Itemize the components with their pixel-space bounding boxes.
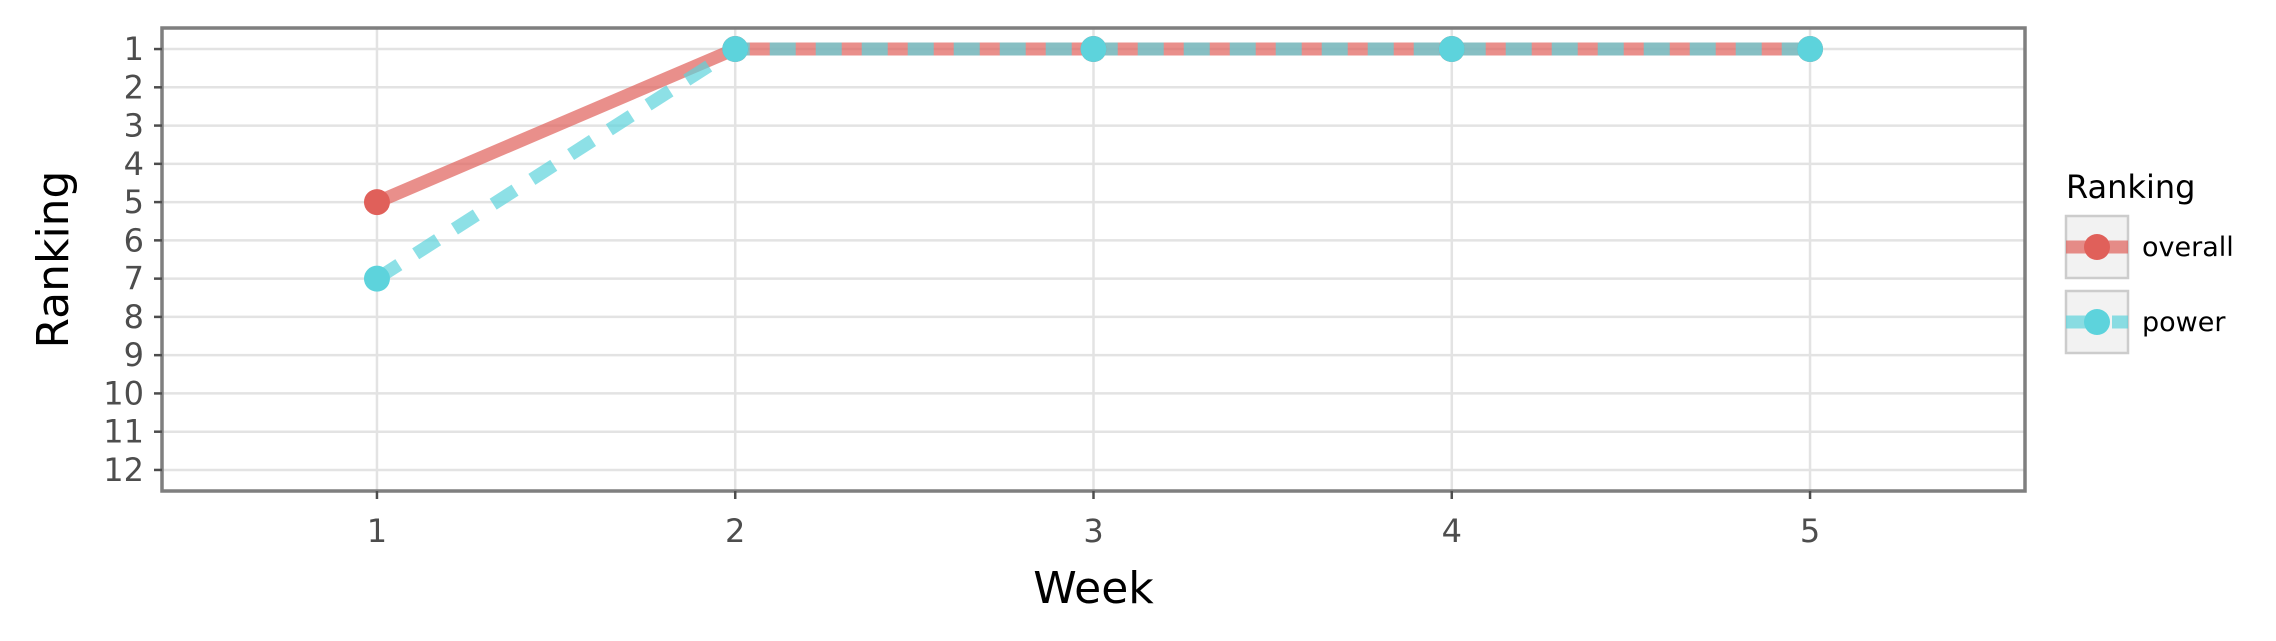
- legend-title: Ranking: [2066, 168, 2195, 206]
- legend-items: overall power: [2064, 214, 2234, 355]
- x-tick-label: 1: [367, 512, 387, 550]
- series-points: [363, 36, 1824, 292]
- y-tick-label: 4: [124, 145, 144, 183]
- x-axis-ticks: 1 2 3 4 5: [367, 491, 1820, 550]
- y-tick-label: 12: [103, 451, 144, 489]
- grid-lines: [162, 28, 2025, 491]
- data-point-power: [722, 36, 749, 63]
- legend-item-power: power: [2064, 289, 2226, 355]
- data-point-power: [1438, 36, 1465, 63]
- y-tick-label: 11: [103, 413, 144, 451]
- legend-item-overall: overall: [2064, 214, 2234, 280]
- y-tick-label: 5: [124, 183, 144, 221]
- y-tick-label: 10: [103, 374, 144, 412]
- x-tick-label: 5: [1800, 512, 1820, 550]
- y-axis-title: Ranking: [28, 171, 79, 349]
- data-point-power: [1797, 36, 1824, 63]
- legend: Ranking overall power: [2064, 168, 2234, 355]
- y-tick-label: 2: [124, 68, 144, 106]
- y-tick-label: 7: [124, 260, 144, 298]
- y-tick-label: 1: [124, 30, 144, 68]
- legend-label: overall: [2142, 232, 2234, 263]
- y-tick-label: 9: [124, 336, 144, 374]
- data-point-overall: [363, 189, 390, 216]
- data-point-power: [1080, 36, 1107, 63]
- legend-key-point: [2084, 234, 2110, 260]
- x-tick-label: 3: [1083, 512, 1103, 550]
- legend-key-point: [2084, 309, 2110, 335]
- data-point-power: [363, 265, 390, 292]
- x-tick-label: 4: [1442, 512, 1462, 550]
- y-tick-label: 3: [124, 107, 144, 145]
- x-axis-title: Week: [1033, 563, 1154, 614]
- y-tick-label: 6: [124, 221, 144, 259]
- x-tick-label: 2: [725, 512, 745, 550]
- y-tick-label: 8: [124, 298, 144, 336]
- legend-label: power: [2142, 307, 2226, 338]
